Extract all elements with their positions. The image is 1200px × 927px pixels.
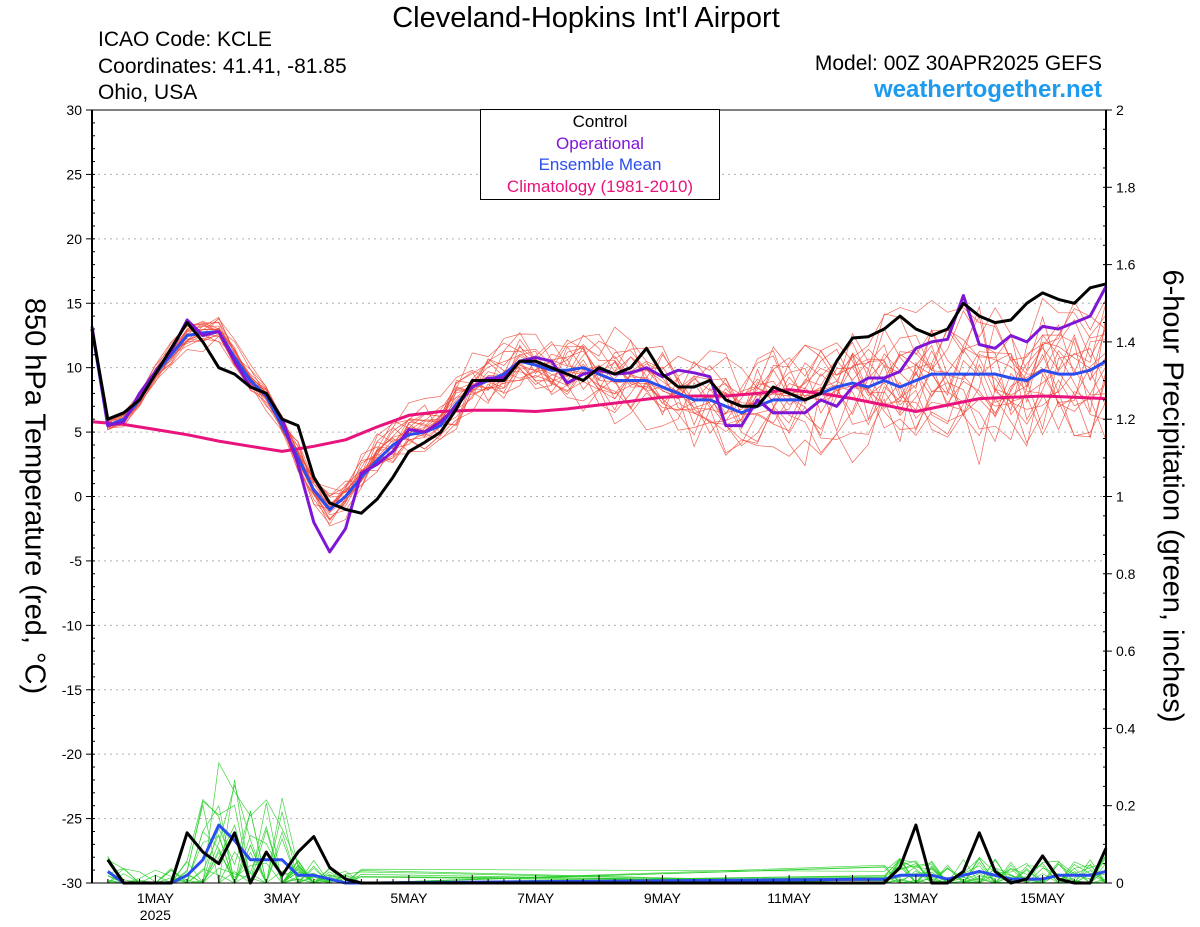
temperature-member-line (91, 325, 1107, 498)
operational-temp-line (90, 285, 1108, 554)
coordinates: Coordinates: 41.41, -81.85 (98, 55, 347, 78)
right-tick-label: 0.8 (1116, 566, 1136, 582)
right-tick-label: 1.6 (1116, 257, 1136, 273)
temperature-member-line (91, 305, 1107, 520)
control-precip-line (106, 823, 1108, 885)
model-run: Model: 00Z 30APR2025 GEFS (814, 52, 1102, 75)
right-tick-label: 0.2 (1116, 798, 1136, 814)
x-tick-label: 7MAY (517, 890, 555, 906)
left-tick-label: -20 (62, 746, 82, 762)
right-tick-label: 0 (1116, 875, 1124, 891)
chart-title: Cleveland-Hopkins Int'l Airport (392, 2, 780, 34)
precip-member-line (107, 761, 1107, 884)
right-axis-label: 6-hour Precipitation (green, inches) (1156, 269, 1189, 723)
legend-ensemble-mean: Ensemble Mean (538, 155, 662, 174)
climatology-1981-2010-temp-line (91, 388, 1107, 453)
right-tick-label: 1.2 (1116, 411, 1136, 427)
legend-control: Control (572, 112, 628, 131)
grid-lines (92, 173, 1106, 820)
left-tick-label: 15 (66, 295, 82, 311)
temperature-member-line (91, 316, 1107, 512)
right-tick-label: 1 (1116, 489, 1124, 505)
left-tick-label: -5 (70, 553, 83, 569)
right-tick-label: 1.4 (1116, 334, 1136, 350)
x-tick-label: 5MAY (390, 890, 428, 906)
axes: 302520151050-5-10-15-20-25-3021.81.61.41… (62, 102, 1136, 923)
temperature-member-line (91, 320, 1107, 509)
right-tick-label: 2 (1116, 102, 1124, 118)
x-tick-label: 1MAY (137, 890, 175, 906)
temperature-member-line (91, 325, 1107, 504)
x-tick-label: 11MAY (767, 890, 811, 906)
location-region: Ohio, USA (98, 81, 198, 104)
left-tick-label: 25 (66, 166, 82, 182)
x-tick-label: 15MAY (1020, 890, 1066, 906)
right-tick-label: 0.6 (1116, 643, 1136, 659)
control-temp-line (90, 282, 1107, 515)
temperature-member-line (91, 297, 1107, 509)
site-watermark: weathertogether.net (873, 76, 1102, 103)
temperature-member-line (91, 315, 1107, 521)
left-tick-label: 30 (66, 102, 82, 118)
temperature-member-line (91, 329, 1107, 507)
legend-operational: Operational (556, 133, 644, 153)
x-tick-label: 13MAY (893, 890, 939, 906)
left-tick-label: -30 (62, 875, 82, 891)
temperature-member-line (91, 321, 1107, 514)
legend-climatology: Climatology (1981-2010) (506, 176, 694, 196)
right-tick-label: 1.8 (1116, 179, 1136, 195)
temperature-member-line (91, 316, 1107, 525)
temperature-member-line (91, 333, 1107, 521)
legend: Control Operational Ensemble Mean Climat… (480, 109, 720, 200)
left-axis-label: 850 hPa Temperature (red, °C) (18, 297, 51, 695)
icao-code: ICAO Code: KCLE (98, 28, 272, 51)
ensemble-member-lines (91, 297, 1107, 885)
left-tick-label: 20 (66, 231, 82, 247)
right-tick-label: 0.4 (1116, 720, 1136, 736)
left-tick-label: 0 (74, 489, 82, 505)
temperature-member-line (91, 318, 1107, 505)
temperature-member-line (91, 302, 1107, 527)
left-tick-label: -15 (62, 682, 82, 698)
left-tick-label: -25 (62, 811, 82, 827)
temperature-member-line (91, 299, 1107, 497)
left-tick-label: 5 (74, 424, 82, 440)
left-tick-label: 10 (66, 360, 82, 376)
x-tick-label: 9MAY (644, 890, 682, 906)
series-lines (90, 282, 1108, 885)
left-tick-label: -10 (62, 617, 82, 633)
x-tick-label: 3MAY (264, 890, 302, 906)
x-tick-sublabel: 2025 (140, 907, 171, 923)
temperature-member-line (91, 330, 1107, 513)
precip-member-line (107, 802, 1107, 884)
